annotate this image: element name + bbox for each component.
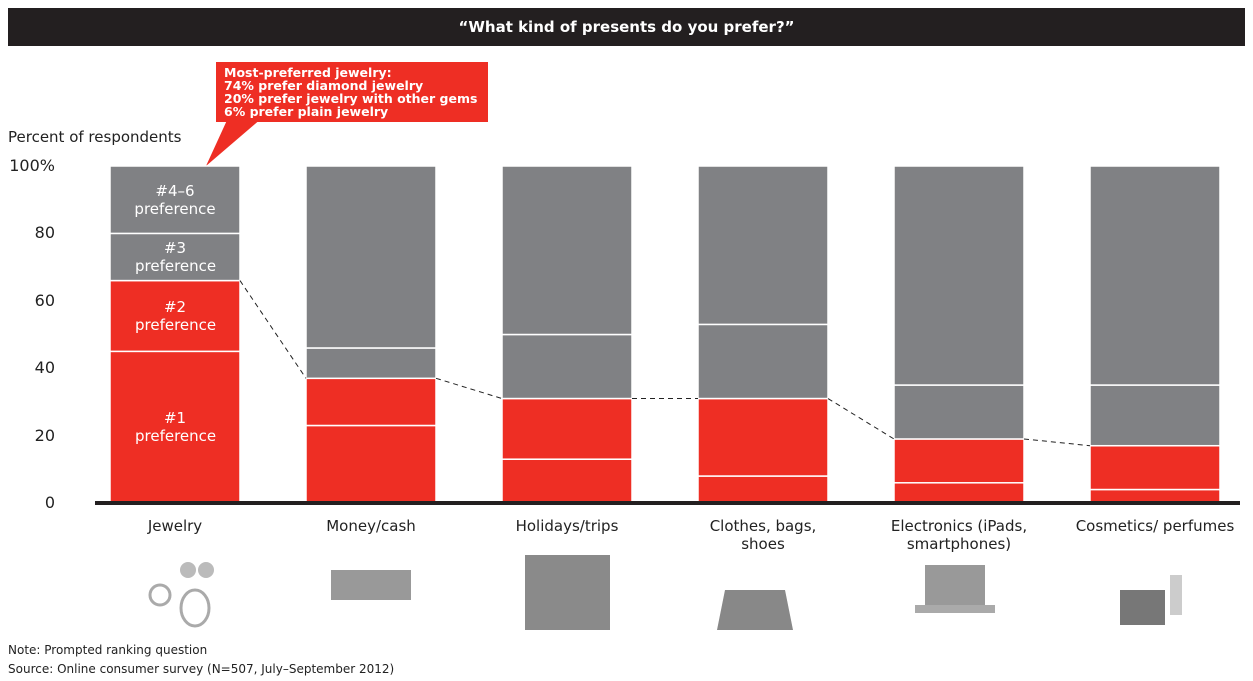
- bar-segment: [893, 482, 1025, 504]
- y-tick-label: 0: [44, 493, 55, 512]
- bar-segment: [109, 350, 241, 504]
- x-tick-label: Cosmetics/ perfumes: [1075, 517, 1235, 535]
- bar-segment: [1089, 384, 1221, 447]
- icons: [148, 555, 1182, 630]
- bar-segment: [1089, 488, 1221, 504]
- bar-segment: [501, 165, 633, 336]
- bar-segment: [1089, 444, 1221, 491]
- segment-label: #2 preference: [135, 297, 217, 334]
- bar-segment: [893, 165, 1025, 386]
- x-tick-label: Jewelry: [147, 517, 203, 535]
- bar-segment: [501, 458, 633, 504]
- x-tick-label: Electronics (iPads, smartphones): [890, 517, 1028, 553]
- y-tick-label: 80: [34, 223, 55, 243]
- bar-segment: [305, 424, 437, 504]
- bar-segment: [697, 397, 829, 477]
- bar-segment: [697, 323, 829, 400]
- bar-segment: [109, 279, 241, 353]
- connector-line: [827, 398, 895, 440]
- note: Note: Prompted ranking question: [8, 643, 208, 657]
- annotation: Most-preferred jewelry: 74% prefer diamo…: [216, 62, 488, 122]
- segment-label: #1 preference: [135, 409, 217, 446]
- bar-segment: [305, 347, 437, 380]
- connector-line: [1023, 438, 1091, 447]
- annotation-line: 6% prefer plain jewelry: [224, 104, 389, 119]
- bar-segment: [697, 475, 829, 504]
- y-tick-label: 40: [34, 358, 55, 378]
- annotation-line: 74% prefer diamond jewelry: [224, 78, 424, 93]
- x-tick-label: Money/cash: [326, 517, 416, 535]
- y-axis-label: Percent of respondents: [8, 128, 182, 146]
- annotation-line: 20% prefer jewelry with other gems: [224, 91, 478, 106]
- bar-segment: [501, 397, 633, 460]
- bar-segment: [893, 384, 1025, 440]
- y-tick-label: 60: [34, 290, 55, 310]
- annotation-title: Most-preferred jewelry:: [224, 65, 392, 80]
- chart-title: “What kind of presents do you prefer?”: [8, 8, 1245, 46]
- bar-segment: [305, 165, 437, 349]
- x-tick-label: Clothes, bags, shoes: [709, 517, 817, 553]
- segment-label: #4–6 preference: [134, 181, 216, 218]
- bar-segment: [501, 333, 633, 400]
- callout-pointer: [206, 118, 262, 166]
- bar-segment: [109, 165, 241, 235]
- y-tick-label: 100%: [9, 156, 55, 175]
- bar-segment: [1089, 165, 1221, 386]
- x-tick-label: Holidays/trips: [515, 517, 619, 535]
- connector-line: [435, 377, 503, 400]
- note: Source: Online consumer survey (N=507, J…: [8, 662, 395, 676]
- bar-segment: [697, 165, 829, 326]
- connector-line: [239, 280, 307, 379]
- segment-label: #3 preference: [135, 238, 217, 275]
- bar-segment: [109, 232, 241, 282]
- y-tick-label: 20: [34, 425, 55, 445]
- bar-segment: [305, 377, 437, 427]
- bar-segment: [893, 438, 1025, 484]
